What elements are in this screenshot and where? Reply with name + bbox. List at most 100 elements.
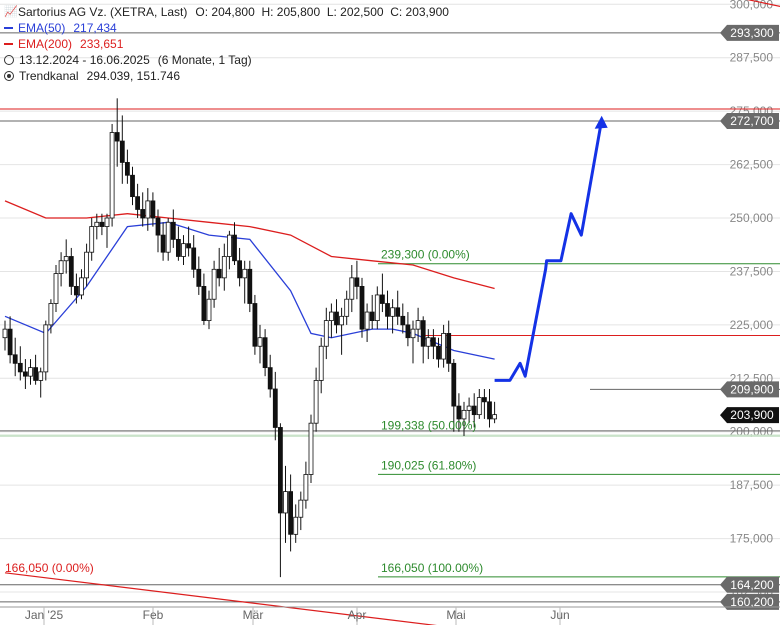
candle-body [374, 294, 380, 321]
y-tick-label: 250,000 [730, 211, 774, 225]
y-axis-labels: 300,000287,500275,000262,500250,000237,5… [730, 0, 774, 599]
grid [0, 3, 780, 593]
candle-body [425, 337, 431, 347]
y-tick-label: 300,000 [730, 0, 774, 11]
ema200-line [4, 200, 495, 290]
candle-body [456, 405, 462, 420]
candle-body [471, 405, 477, 416]
candle-body [160, 234, 166, 253]
candle-body [446, 333, 452, 364]
price-tag [720, 112, 779, 129]
trend-lower-line [4, 572, 437, 625]
candle-body [135, 196, 141, 210]
price-tag-label: 293,300 [730, 26, 774, 40]
candlesticks [2, 98, 498, 578]
fibonacci-band [0, 434, 780, 437]
candle-body [277, 427, 283, 514]
candle-body [130, 174, 135, 198]
ema200-swatch-icon [4, 43, 13, 45]
candle-body [119, 140, 125, 163]
candle-body [237, 260, 243, 279]
projection-arrow [494, 115, 608, 382]
legend-ema200-row: EMA(200) 233,651 [4, 36, 449, 52]
candle-body [79, 277, 84, 296]
candle-body [170, 221, 176, 240]
projection-path [494, 119, 604, 382]
price-tag-label: 164,200 [730, 578, 774, 592]
candle-body [17, 362, 23, 373]
candle-body [262, 337, 268, 369]
candle-body [140, 209, 146, 219]
candle-body [43, 324, 49, 373]
candle-body [191, 247, 197, 270]
y-tick-label: 237,500 [730, 264, 774, 278]
candle-body [476, 397, 482, 416]
candle-body [38, 371, 44, 381]
price-tags: 293,300 272,700 209,900 203,900 164,200 160,2… [720, 24, 779, 610]
candle-body [461, 409, 467, 420]
candle-body [298, 499, 304, 518]
candle-body [410, 328, 416, 339]
candle-body [252, 303, 258, 347]
candle-body [109, 132, 115, 219]
candle-body [420, 320, 426, 347]
candle-body [145, 200, 151, 219]
price-tag-label: 272,700 [730, 114, 774, 128]
legend-period-row: 13.12.2024 - 16.06.2025 (6 Monate, 1 Tag) [4, 52, 449, 68]
x-tick-label: Jun [550, 608, 569, 622]
ema50-value: 217,434 [73, 21, 117, 35]
candle-body [364, 311, 370, 330]
candle-body [247, 268, 253, 304]
candle-body [451, 362, 457, 407]
candle-body [283, 491, 288, 514]
y-tick-label: 175,000 [730, 532, 774, 546]
candle-body [390, 307, 396, 317]
clock-icon [4, 55, 14, 65]
candle-body [33, 367, 38, 381]
candle-body [369, 311, 375, 321]
trend-channel [4, 0, 780, 625]
candle-body [257, 337, 263, 347]
candle-body [395, 307, 401, 317]
legend-trend-row: Trendkanal 294.039, 151.746 [4, 68, 449, 84]
price-tag [720, 381, 779, 398]
price-tag-label: 209,900 [730, 382, 774, 396]
candle-body [288, 491, 294, 535]
price-tag [720, 576, 779, 593]
candle-body [318, 345, 324, 381]
x-axis: Jan '25 Feb Mär Apr Mai Jun [0, 606, 780, 625]
candle-body [293, 516, 299, 535]
candle-body [99, 221, 105, 227]
candle-body [74, 286, 79, 296]
candle-body [211, 268, 217, 300]
candle-body [68, 256, 74, 287]
candle-body [385, 303, 390, 317]
candle-body [58, 260, 64, 274]
x-tick-label: Apr [348, 608, 367, 622]
candle-body [344, 298, 350, 317]
candle-body [155, 217, 161, 236]
candle-body [181, 243, 186, 257]
fib-level-label: 239,300 (0.00%) [381, 248, 470, 262]
candle-body [48, 303, 54, 326]
candle-body [94, 221, 100, 227]
x-tick-label: Mai [446, 608, 465, 622]
candle-body [12, 354, 18, 364]
candle-body [53, 273, 59, 304]
chart-icon: 📈 [4, 6, 18, 18]
candle-body [441, 333, 447, 360]
candle-body [328, 311, 334, 321]
candle-body [186, 243, 192, 249]
candle-body [221, 256, 227, 279]
x-tick-label: Jan '25 [25, 608, 64, 622]
candle-body [313, 380, 319, 424]
candle-body [308, 422, 314, 475]
candle-body [7, 328, 13, 356]
candle-body [359, 286, 365, 330]
candle-body [354, 277, 360, 287]
candle-body [436, 345, 441, 360]
candle-body [114, 132, 120, 142]
candle-body [466, 405, 472, 411]
fib-level-label: 166,050 (100.00%) [381, 561, 483, 575]
